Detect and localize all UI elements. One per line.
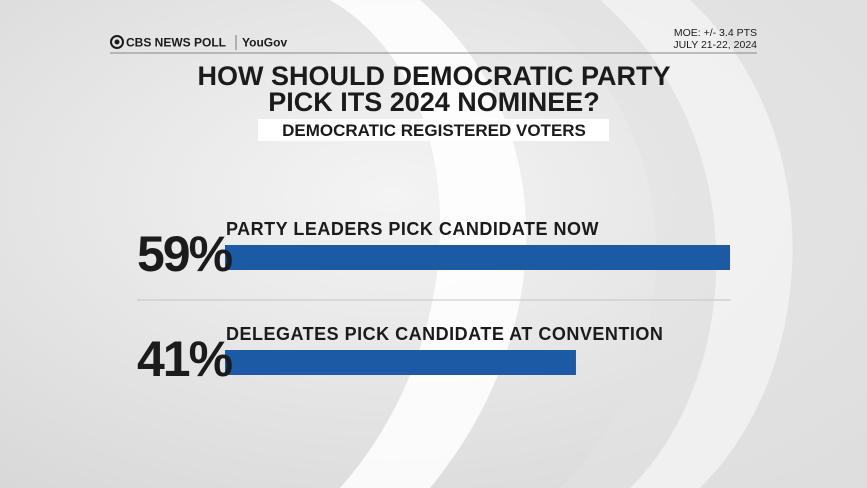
swoosh (520, 0, 867, 488)
bar (225, 245, 731, 270)
partner: YouGov (242, 36, 287, 50)
moe: MOE: +/- 3.4 PTS (674, 27, 757, 39)
cbs-eye (114, 39, 120, 45)
brand: CBS NEWS POLL (126, 36, 226, 50)
chart-title: PICK ITS 2024 NOMINEE? (268, 87, 600, 117)
subtitle-box (258, 119, 609, 141)
category-label: DELEGATES PICK CANDIDATE AT CONVENTION (226, 324, 663, 344)
chart-title: HOW SHOULD DEMOCRATIC PARTY (198, 61, 671, 91)
cbs-eye (110, 35, 124, 49)
subtitle: DEMOCRATIC REGISTERED VOTERS (282, 121, 586, 140)
dates: JULY 21-22, 2024 (673, 39, 757, 51)
bar (225, 350, 576, 375)
category-label: PARTY LEADERS PICK CANDIDATE NOW (226, 219, 599, 239)
swoosh (600, 0, 793, 488)
value-label: 41% (137, 331, 233, 387)
value-label: 59% (137, 226, 233, 282)
